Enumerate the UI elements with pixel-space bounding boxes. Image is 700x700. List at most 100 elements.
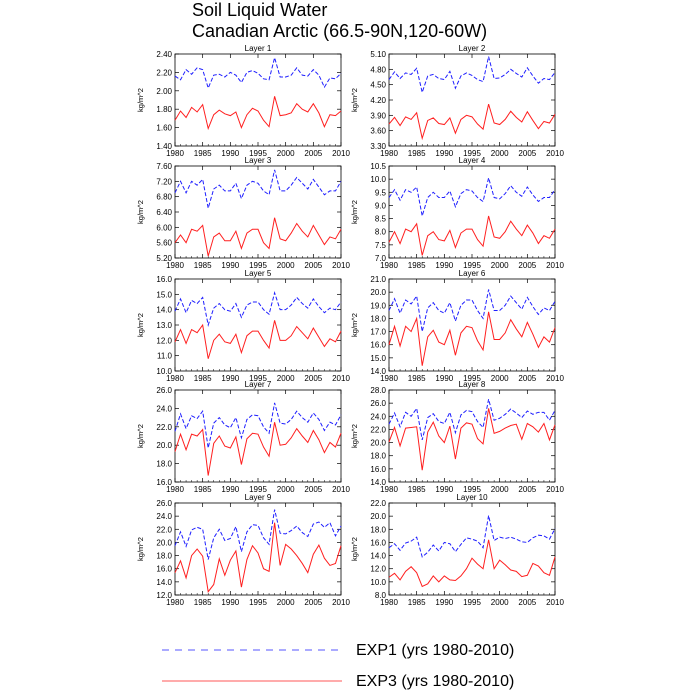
y-axis-label: kg/m^2: [350, 424, 359, 448]
series-exp3-line: [174, 217, 342, 257]
y-tick-label: 14.0: [156, 306, 172, 315]
y-tick-label: 6.40: [156, 208, 172, 217]
panel-title: Layer 3: [245, 156, 272, 165]
panel-layer-8: Layer 8 kg/m^2 14.0 16.0 18.0 20.0 22.0 24.0 26.…: [350, 380, 564, 494]
x-tick-label: 1995: [463, 598, 481, 607]
y-tick-label: 24.0: [156, 404, 172, 413]
x-tick-label: 1990: [221, 485, 239, 494]
x-tick-label: 1990: [221, 261, 239, 270]
x-tick-label: 1995: [249, 149, 267, 158]
panel-title: Layer 6: [459, 269, 486, 278]
panel-layer-1: Layer 1 kg/m^2 1.40 1.60 1.80 2.00 2.20 2.40 198…: [136, 44, 350, 158]
series-exp3-line: [388, 311, 556, 366]
y-tick-label: 18.0: [156, 460, 172, 469]
x-tick-label: 2000: [277, 374, 295, 383]
legend: EXP1 (yrs 1980-2010) EXP3 (yrs 1980-2010…: [162, 642, 514, 690]
x-tick-label: 1985: [194, 598, 212, 607]
y-tick-label: 5.60: [156, 239, 172, 248]
series-exp3-line: [388, 103, 556, 141]
y-tick-label: 22.0: [370, 425, 386, 434]
x-tick-label: 1990: [435, 485, 453, 494]
x-tick-label: 1980: [166, 485, 184, 494]
series-exp3-line: [174, 422, 342, 476]
series-exp3-line: [388, 408, 556, 471]
y-tick-label: 24.0: [156, 512, 172, 521]
y-axis-label: kg/m^2: [136, 313, 145, 337]
series-exp1-line: [174, 509, 342, 560]
x-tick-label: 2005: [518, 149, 536, 158]
title-line-2: Canadian Arctic (66.5-90N,120-60W): [192, 21, 488, 41]
x-tick-label: 1980: [380, 598, 398, 607]
x-tick-label: 1980: [380, 485, 398, 494]
panel-title: Layer 2: [459, 44, 486, 53]
x-tick-label: 1990: [435, 374, 453, 383]
y-tick-label: 10.0: [156, 367, 172, 376]
x-tick-label: 2000: [491, 261, 509, 270]
y-tick-label: 13.0: [156, 321, 172, 330]
x-tick-label: 1995: [463, 485, 481, 494]
plot-frame: [388, 165, 556, 259]
x-tick-label: 1990: [435, 261, 453, 270]
y-tick-label: 16.0: [156, 478, 172, 487]
y-tick-label: 1.40: [156, 142, 172, 151]
y-tick-label: 7.20: [156, 177, 172, 186]
x-tick-label: 2000: [491, 374, 509, 383]
y-tick-label: 12.0: [370, 565, 386, 574]
x-tick-label: 1995: [249, 485, 267, 494]
y-tick-label: 26.0: [156, 386, 172, 395]
y-tick-label: 15.0: [370, 354, 386, 363]
panel-layer-4: Layer 4 kg/m^2 7.0 7.5 8.0 8.5 9.0 9.5 10.0 10.5 1…: [350, 156, 564, 270]
x-tick-label: 1980: [166, 374, 184, 383]
x-tick-label: 1995: [249, 261, 267, 270]
y-tick-label: 1.80: [156, 105, 172, 114]
y-axis-label: kg/m^2: [136, 424, 145, 448]
y-tick-label: 20.0: [370, 288, 386, 297]
x-tick-label: 2000: [277, 598, 295, 607]
y-tick-label: 10.0: [370, 578, 386, 587]
x-tick-label: 2005: [518, 598, 536, 607]
y-tick-label: 3.60: [370, 127, 386, 136]
plot-frame: [174, 53, 342, 147]
y-tick-label: 11.0: [157, 352, 173, 361]
series-exp3-line: [174, 522, 342, 593]
x-tick-label: 2000: [277, 149, 295, 158]
x-tick-label: 1980: [166, 149, 184, 158]
y-axis-label: kg/m^2: [136, 88, 145, 112]
x-tick-label: 1980: [166, 598, 184, 607]
y-tick-label: 21.0: [370, 275, 386, 284]
x-tick-label: 1985: [408, 261, 426, 270]
panel-title: Layer 9: [245, 493, 272, 502]
y-tick-label: 8.0: [375, 591, 387, 600]
x-tick-label: 2000: [277, 485, 295, 494]
series-exp1-line: [388, 56, 556, 95]
y-tick-label: 3.90: [370, 111, 386, 120]
x-tick-label: 1985: [194, 485, 212, 494]
y-tick-label: 26.0: [156, 499, 172, 508]
y-tick-label: 2.20: [156, 68, 172, 77]
y-tick-label: 19.0: [370, 301, 386, 310]
x-tick-label: 1985: [408, 374, 426, 383]
x-tick-label: 2010: [332, 485, 350, 494]
x-tick-label: 1985: [408, 485, 426, 494]
series-exp1-line: [388, 515, 556, 558]
series-exp3-line: [174, 96, 342, 131]
y-tick-label: 14.0: [370, 552, 386, 561]
y-tick-label: 8.0: [375, 228, 387, 237]
y-axis-label: kg/m^2: [136, 537, 145, 561]
y-tick-label: 26.0: [370, 399, 386, 408]
plot-frame: [388, 502, 556, 596]
y-tick-label: 5.20: [156, 254, 172, 263]
x-tick-label: 1980: [166, 261, 184, 270]
x-tick-label: 1985: [194, 261, 212, 270]
panel-title: Layer 4: [459, 156, 486, 165]
x-tick-label: 2005: [304, 374, 322, 383]
x-tick-label: 1995: [463, 149, 481, 158]
y-tick-label: 4.20: [370, 96, 386, 105]
x-tick-label: 1980: [380, 374, 398, 383]
x-tick-label: 1990: [221, 598, 239, 607]
x-tick-label: 1985: [408, 598, 426, 607]
x-tick-label: 2000: [491, 598, 509, 607]
x-tick-label: 2005: [518, 374, 536, 383]
panel-title: Layer 5: [245, 269, 272, 278]
